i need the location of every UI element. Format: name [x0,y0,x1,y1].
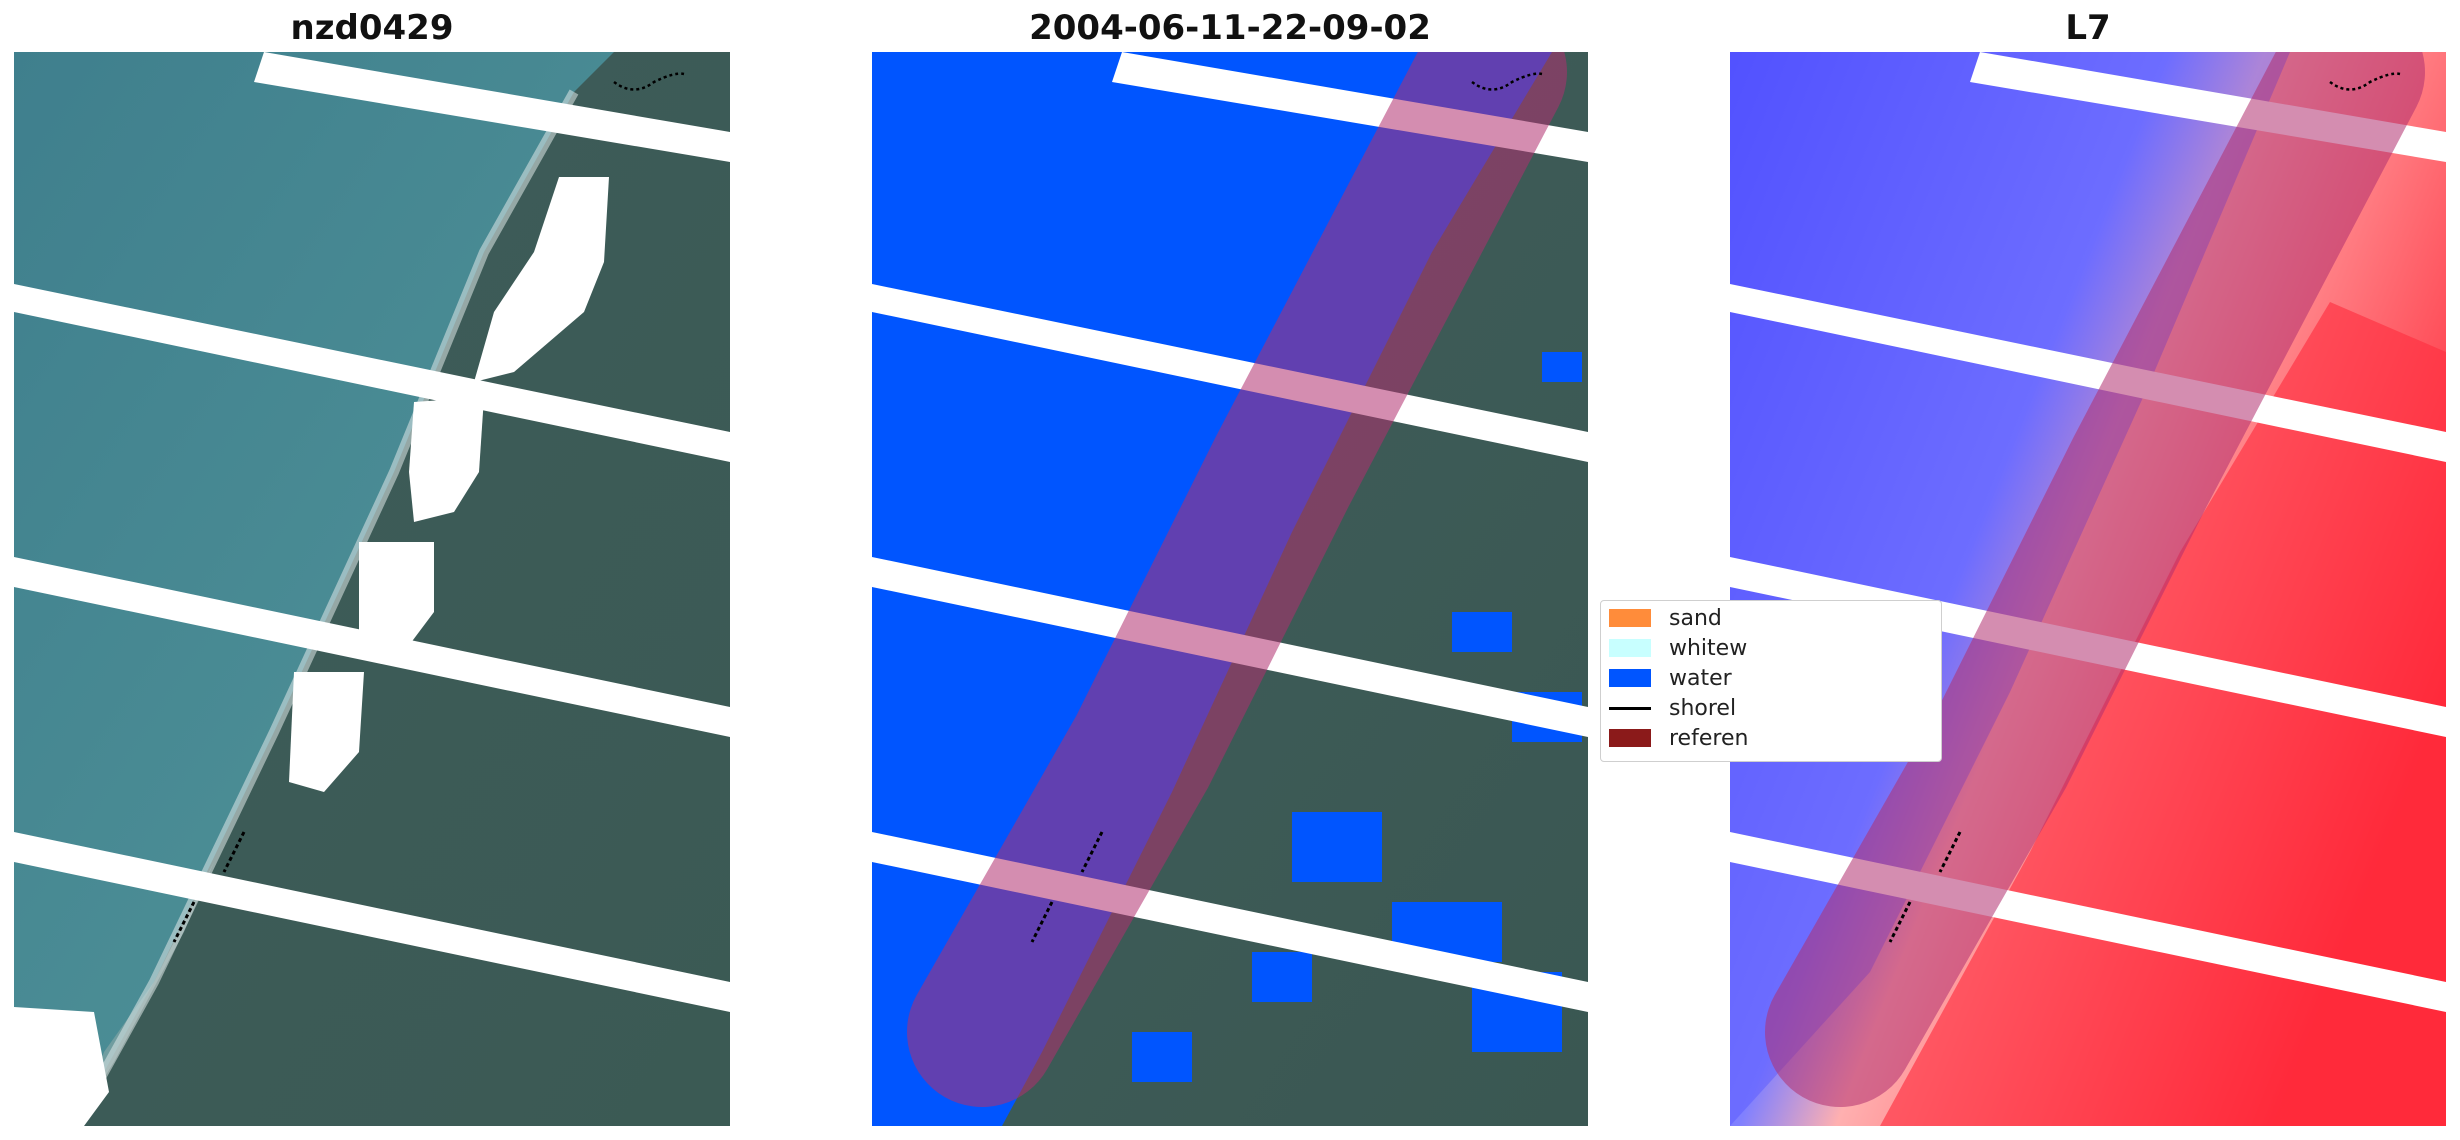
classification-panel [872,52,1588,1126]
legend-item-water: water [1609,665,1732,691]
index-panel [1730,52,2446,1126]
legend-item-shoreline: shorel [1609,695,1736,721]
legend-line-shoreline [1609,706,1651,710]
rgb-image-panel [14,52,730,1126]
legend-item-whitewater: whitew [1609,635,1747,661]
legend-label-sand: sand [1669,605,1722,631]
legend-label-reference: referen [1669,725,1749,751]
panel-title-classified: 2004-06-11-22-09-02 [1029,8,1431,48]
legend-item-sand: sand [1609,605,1722,631]
legend-label-water: water [1669,665,1732,691]
legend-swatch-whitewater [1609,639,1651,657]
legend-item-reference: referen [1609,725,1748,751]
legend-label-whitewater: whitew [1669,635,1748,661]
legend-swatch-reference [1609,729,1651,747]
panel-title-rgb: nzd0429 [290,8,454,48]
legend-label-shoreline: shorel [1669,695,1737,721]
panel-title-index: L7 [2065,8,2111,48]
legend: sand whitew water shorel referen [1600,600,1942,762]
legend-swatch-sand [1609,609,1651,627]
legend-swatch-water [1609,669,1651,687]
